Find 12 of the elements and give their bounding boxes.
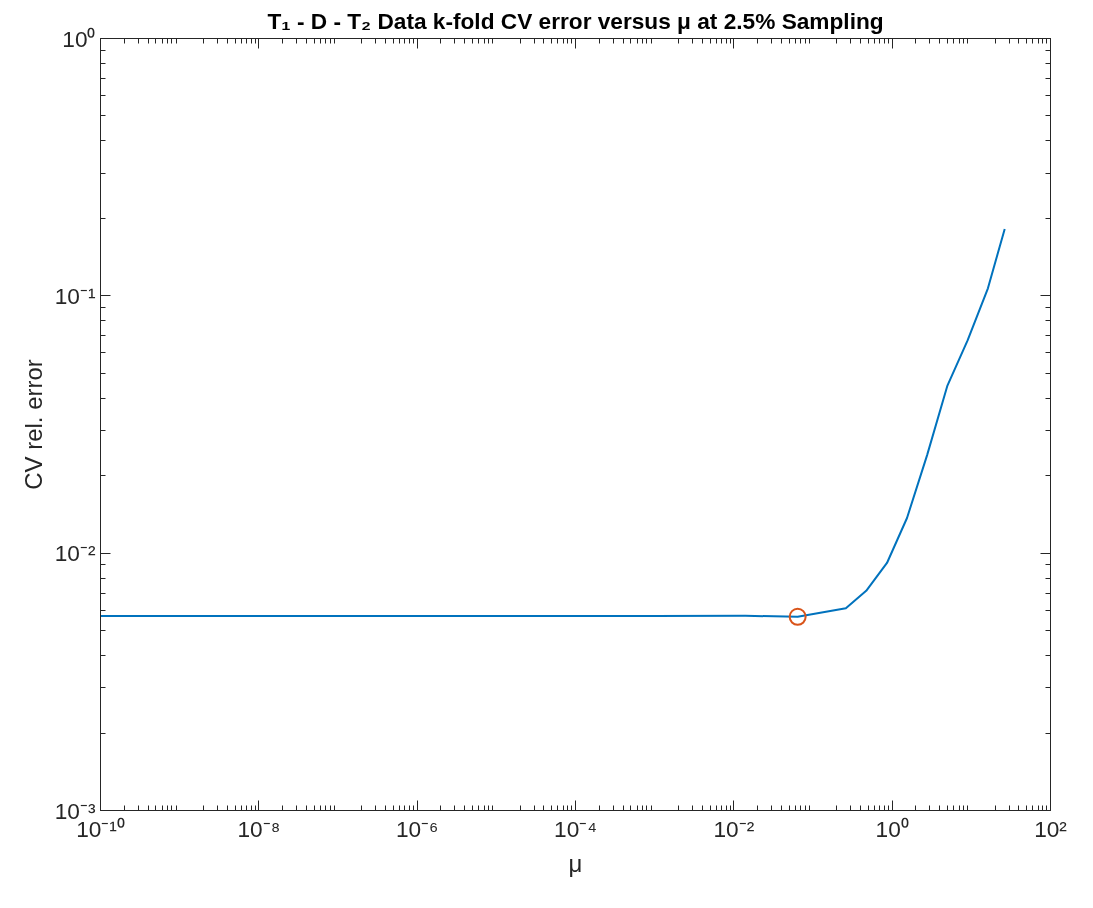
x-tick-label: 10⁻² — [713, 815, 755, 842]
x-tick-label: 10⁻⁴ — [554, 815, 597, 842]
x-axis-title: μ — [568, 849, 583, 877]
chart-title: T₁ - D - T₂ Data k-fold CV error versus μ at 2.5% Sampling — [267, 7, 884, 34]
y-axis-title: CV rel. error — [19, 359, 47, 490]
y-tick-label: 10⁻¹ — [54, 282, 96, 309]
x-tick-label: 10² — [1034, 815, 1068, 842]
x-tick-label: 10⁰ — [875, 815, 909, 842]
x-tick-label: 10⁻⁸ — [237, 815, 281, 842]
x-tick-label: 10⁻⁶ — [395, 815, 439, 842]
y-tick-label: 10⁻² — [54, 540, 96, 567]
y-tick-label: 10⁰ — [62, 25, 96, 52]
